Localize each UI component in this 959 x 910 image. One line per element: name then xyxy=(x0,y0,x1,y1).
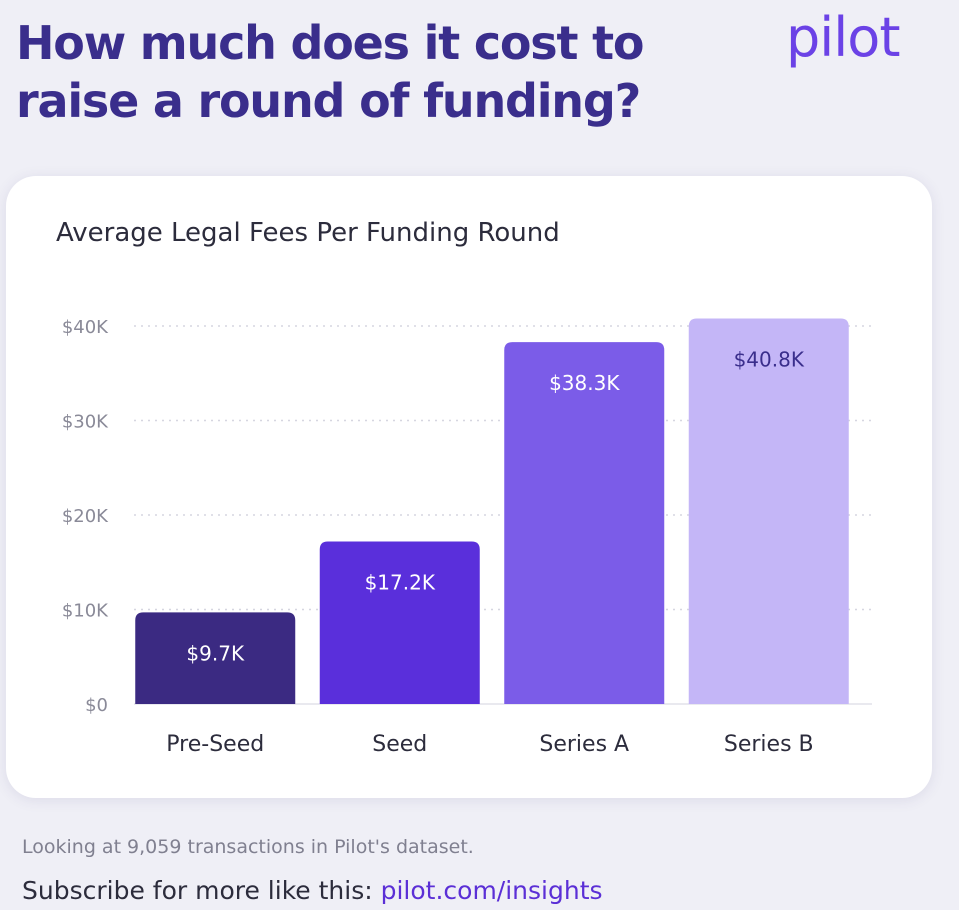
x-tick-label: Series A xyxy=(539,732,629,757)
dataset-footnote: Looking at 9,059 transactions in Pilot's… xyxy=(22,836,474,858)
x-tick-label: Pre-Seed xyxy=(166,732,264,757)
bar-value-label: $38.3K xyxy=(549,371,620,395)
bar xyxy=(688,318,849,704)
bar xyxy=(319,541,480,704)
subscribe-text: Subscribe for more like this: xyxy=(22,876,373,905)
bar xyxy=(504,342,665,704)
bar-value-label: $17.2K xyxy=(365,570,436,594)
bar-value-label: $9.7K xyxy=(186,641,245,665)
x-tick-label: Seed xyxy=(372,732,427,757)
y-tick-label: $10K xyxy=(62,601,109,622)
y-tick-label: $0 xyxy=(85,695,108,716)
x-tick-label: Series B xyxy=(724,732,814,757)
chart-card: Average Legal Fees Per Funding Round $0 $… xyxy=(6,176,932,798)
bar-chart: $0 $10K $20K $30K $40K $9.7K Pre-Seed $17.2K See… xyxy=(62,317,872,757)
headline: How much does it cost to raise a round o… xyxy=(16,16,644,128)
y-tick-label: $30K xyxy=(62,412,109,433)
insights-link[interactable]: pilot.com/insights xyxy=(380,876,603,905)
bar-value-label: $40.8K xyxy=(734,347,805,371)
y-tick-label: $20K xyxy=(62,506,109,527)
bar xyxy=(135,612,296,704)
chart-title: Average Legal Fees Per Funding Round xyxy=(56,218,560,248)
y-tick-label: $40K xyxy=(62,317,109,338)
pilot-logo[interactable]: pilot xyxy=(786,6,900,69)
subscribe-line: Subscribe for more like this: pilot.com/… xyxy=(22,876,603,905)
